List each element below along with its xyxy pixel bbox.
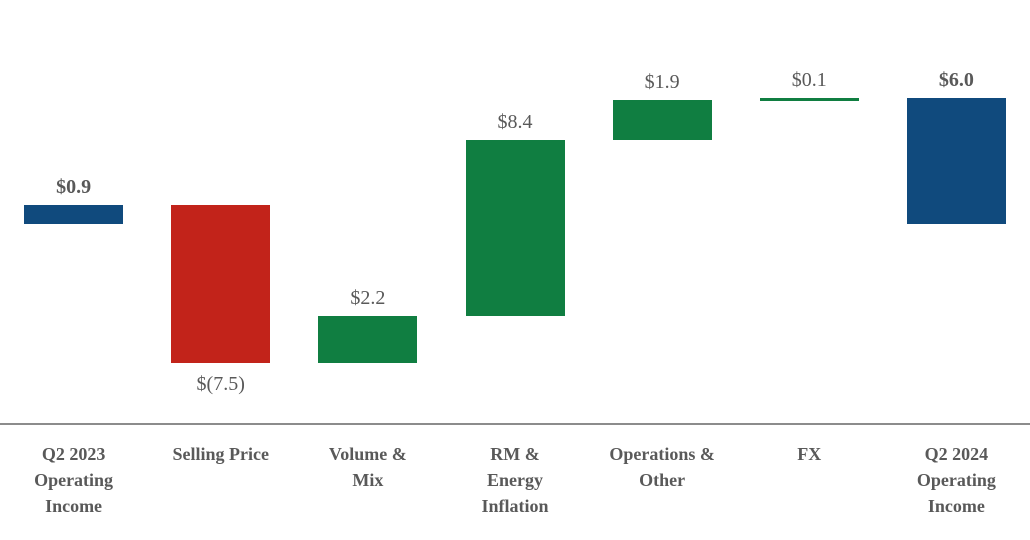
value-label-selling-price: $(7.5) <box>196 372 245 395</box>
axis-label-line: Operating <box>916 470 996 490</box>
axis-label-q2-2023-operating-income: Q2 2023 Operating Income <box>0 441 147 519</box>
axis-label-operations-and-other: Operations & Other <box>589 441 736 493</box>
axis-label-line: FX <box>797 444 822 464</box>
bar-q2-2023-operating-income <box>24 205 124 224</box>
axis-label-fx: FX <box>736 441 883 467</box>
axis-label-line: Energy <box>486 470 543 490</box>
axis-label-rm-and-energy-inflation: RM & Energy Inflation <box>441 441 588 519</box>
axis-label-line: Selling Price <box>172 444 269 464</box>
value-label-rm-and-energy-inflation: $8.4 <box>497 111 533 133</box>
bar-operations-and-other <box>612 100 712 140</box>
axis-label-line: Operations & <box>609 444 715 464</box>
axis-label-selling-price: Selling Price <box>147 441 294 467</box>
axis-label-line: Operating <box>34 470 114 490</box>
value-label-q2-2023-operating-income: $0.9 <box>56 176 92 199</box>
axis-label-line: Income <box>45 496 103 516</box>
bar-rm-and-energy-inflation <box>465 140 565 317</box>
value-label-q2-2024-operating-income: $6.0 <box>938 69 974 91</box>
axis-label-line: Mix <box>352 470 384 490</box>
category-axis-line <box>0 423 1030 425</box>
axis-label-q2-2024-operating-income: Q2 2024 Operating Income <box>883 441 1030 519</box>
axis-label-line: Other <box>639 470 686 490</box>
axis-label-line: Q2 2023 <box>41 444 106 464</box>
value-label-fx: $0.1 <box>791 69 827 91</box>
bar-fx <box>759 98 859 101</box>
axis-label-volume-and-mix: Volume & Mix <box>294 441 441 493</box>
bar-volume-and-mix <box>318 316 418 363</box>
value-label-volume-and-mix: $2.2 <box>350 287 386 310</box>
value-label-operations-and-other: $1.9 <box>644 71 680 94</box>
axis-label-line: Volume & <box>328 444 407 464</box>
bar-q2-2024-operating-income <box>906 98 1006 224</box>
axis-label-line: RM & <box>490 444 540 464</box>
axis-label-line: Inflation <box>481 496 549 516</box>
axis-label-line: Income <box>927 496 985 516</box>
bar-selling-price <box>171 205 271 363</box>
axis-label-line: Q2 2024 <box>924 444 989 464</box>
